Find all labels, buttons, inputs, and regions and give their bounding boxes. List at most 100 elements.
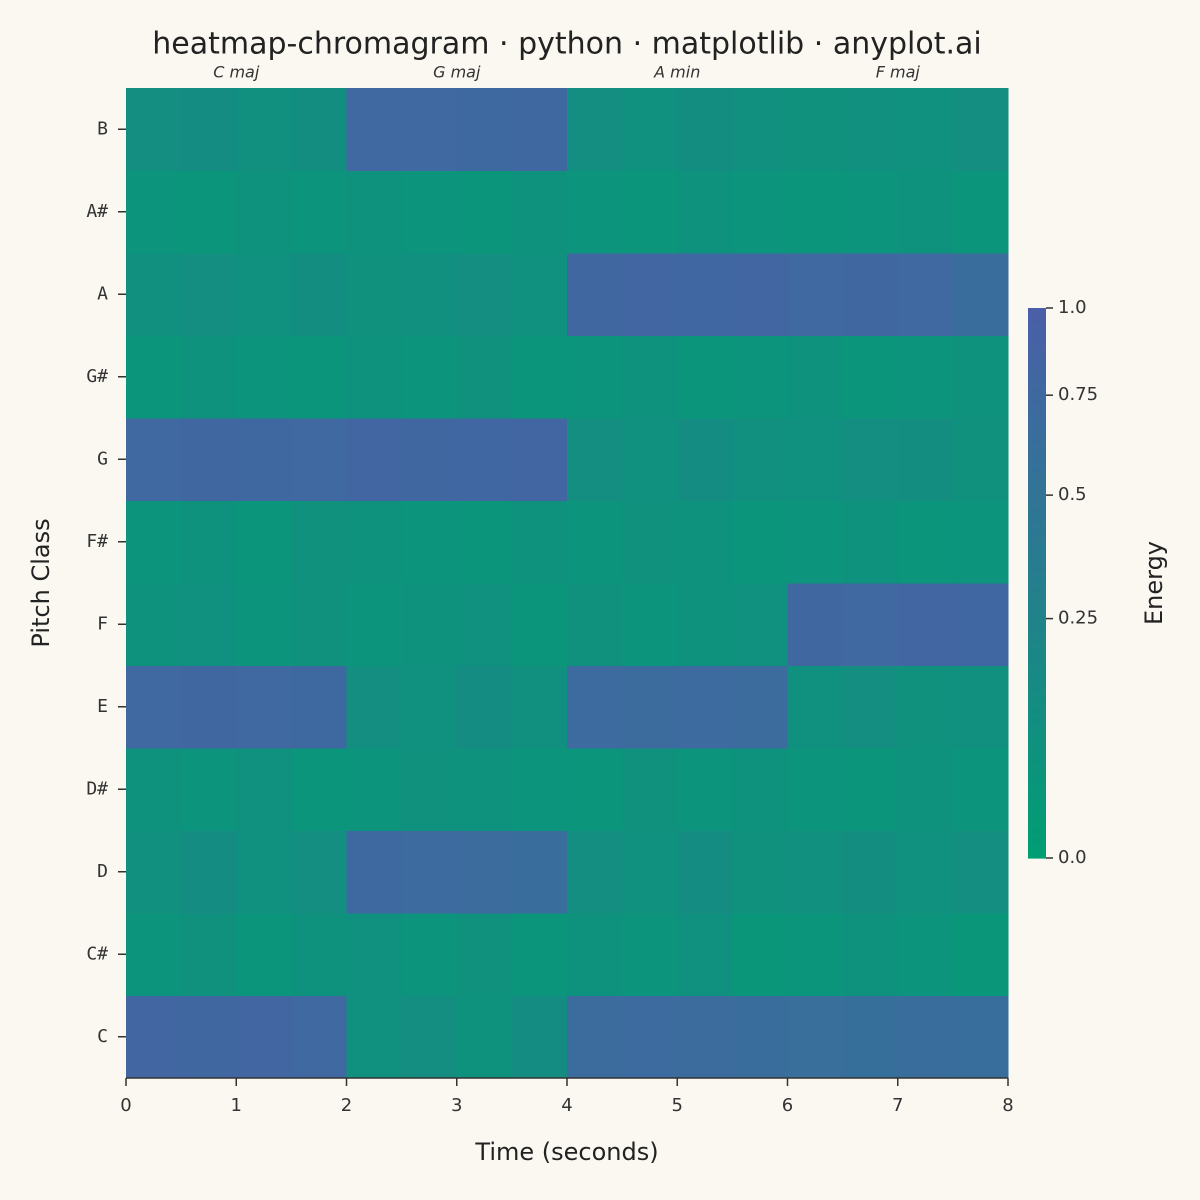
heat-cell (181, 170, 237, 254)
heat-cell (677, 170, 733, 254)
heat-cell (622, 583, 678, 666)
heat-cell (511, 500, 568, 584)
colorbar-segment (1028, 763, 1046, 769)
colorbar-segment (1028, 793, 1046, 799)
y-tick-label: A# (86, 201, 108, 222)
heat-cell (732, 253, 788, 336)
heat-cell (181, 500, 237, 584)
colorbar-segment (1028, 313, 1046, 319)
colorbar-segment (1028, 618, 1046, 624)
heat-cell (622, 170, 678, 254)
colorbar-tick-label: 0.75 (1058, 384, 1098, 405)
heat-cell (567, 170, 623, 254)
heat-cell (291, 583, 347, 666)
heat-cell (456, 995, 513, 1079)
heat-cell (126, 830, 182, 914)
x-tick-label: 3 (451, 1095, 462, 1116)
y-axis-label: Pitch Class (27, 518, 55, 647)
heat-cell (732, 418, 788, 501)
heat-cell (291, 665, 347, 749)
heat-cell (291, 913, 347, 996)
heat-cell (181, 913, 237, 996)
heat-cell (622, 913, 678, 996)
heat-cell (401, 748, 458, 831)
heat-cell (897, 170, 954, 254)
colorbar-segment (1028, 758, 1046, 764)
heat-cell (181, 335, 237, 419)
heat-cell (346, 88, 403, 171)
heat-cell (622, 418, 678, 501)
colorbar-segment (1028, 633, 1046, 639)
heat-cell (732, 583, 788, 666)
heat-cell (401, 665, 458, 749)
heat-cell (787, 418, 844, 501)
colorbar-segment (1028, 563, 1046, 569)
heat-cell (732, 500, 788, 584)
x-tick-label: 5 (672, 1095, 683, 1116)
colorbar-segment (1028, 843, 1046, 849)
heat-cell (952, 913, 1009, 996)
heat-cell (456, 913, 513, 996)
colorbar-segment (1028, 653, 1046, 659)
heat-cell (567, 418, 623, 501)
heat-cell (787, 583, 844, 666)
heat-cell (622, 253, 678, 336)
heat-cell (511, 748, 568, 831)
colorbar-segment (1028, 838, 1046, 844)
heat-cell (732, 88, 788, 171)
colorbar-segment (1028, 348, 1046, 354)
heat-cell (346, 665, 403, 749)
y-tick-label: D# (86, 778, 108, 799)
chord-annotation: A min (653, 63, 700, 82)
colorbar-segment (1028, 663, 1046, 669)
heat-cell (842, 995, 899, 1079)
heat-cell (897, 913, 954, 996)
heat-cell (622, 88, 678, 171)
x-tick-label: 4 (561, 1095, 572, 1116)
colorbar-segment (1028, 773, 1046, 779)
heat-cell (291, 253, 347, 336)
heat-cell (456, 748, 513, 831)
colorbar-segment (1028, 413, 1046, 419)
heat-cell (732, 913, 788, 996)
heat-cell (236, 913, 292, 996)
colorbar-segment (1028, 443, 1046, 449)
heat-cell (897, 418, 954, 501)
colorbar-segment (1028, 713, 1046, 719)
heat-cell (236, 500, 292, 584)
colorbar-segment (1028, 318, 1046, 324)
colorbar-segment (1028, 768, 1046, 774)
colorbar-segment (1028, 418, 1046, 424)
colorbar-tick-label: 1.0 (1058, 297, 1087, 318)
colorbar-segment (1028, 853, 1046, 859)
heat-cell (732, 665, 788, 749)
heat-cell (291, 995, 347, 1079)
colorbar-segment (1028, 543, 1046, 549)
heat-cell (181, 748, 237, 831)
heat-cell (567, 913, 623, 996)
heat-cell (567, 500, 623, 584)
heat-cell (952, 748, 1009, 831)
colorbar-segment (1028, 813, 1046, 819)
heat-cell (291, 748, 347, 831)
colorbar-segment (1028, 693, 1046, 699)
heat-cell (511, 253, 568, 336)
x-tick-label: 2 (341, 1095, 352, 1116)
heat-cell (401, 335, 458, 419)
colorbar-segment (1028, 648, 1046, 654)
colorbar-segment (1028, 753, 1046, 759)
heat-cell (236, 583, 292, 666)
colorbar-segment (1028, 468, 1046, 474)
heat-cell (511, 913, 568, 996)
heat-cell (842, 748, 899, 831)
colorbar-segment (1028, 723, 1046, 729)
heat-cell (842, 665, 899, 749)
colorbar-segment (1028, 398, 1046, 404)
x-tick-label: 8 (1002, 1095, 1013, 1116)
colorbar-segment (1028, 703, 1046, 709)
colorbar-segment (1028, 638, 1046, 644)
colorbar-segment (1028, 668, 1046, 674)
colorbar-segment (1028, 373, 1046, 379)
colorbar-segment (1028, 363, 1046, 369)
heat-cell (346, 335, 403, 419)
